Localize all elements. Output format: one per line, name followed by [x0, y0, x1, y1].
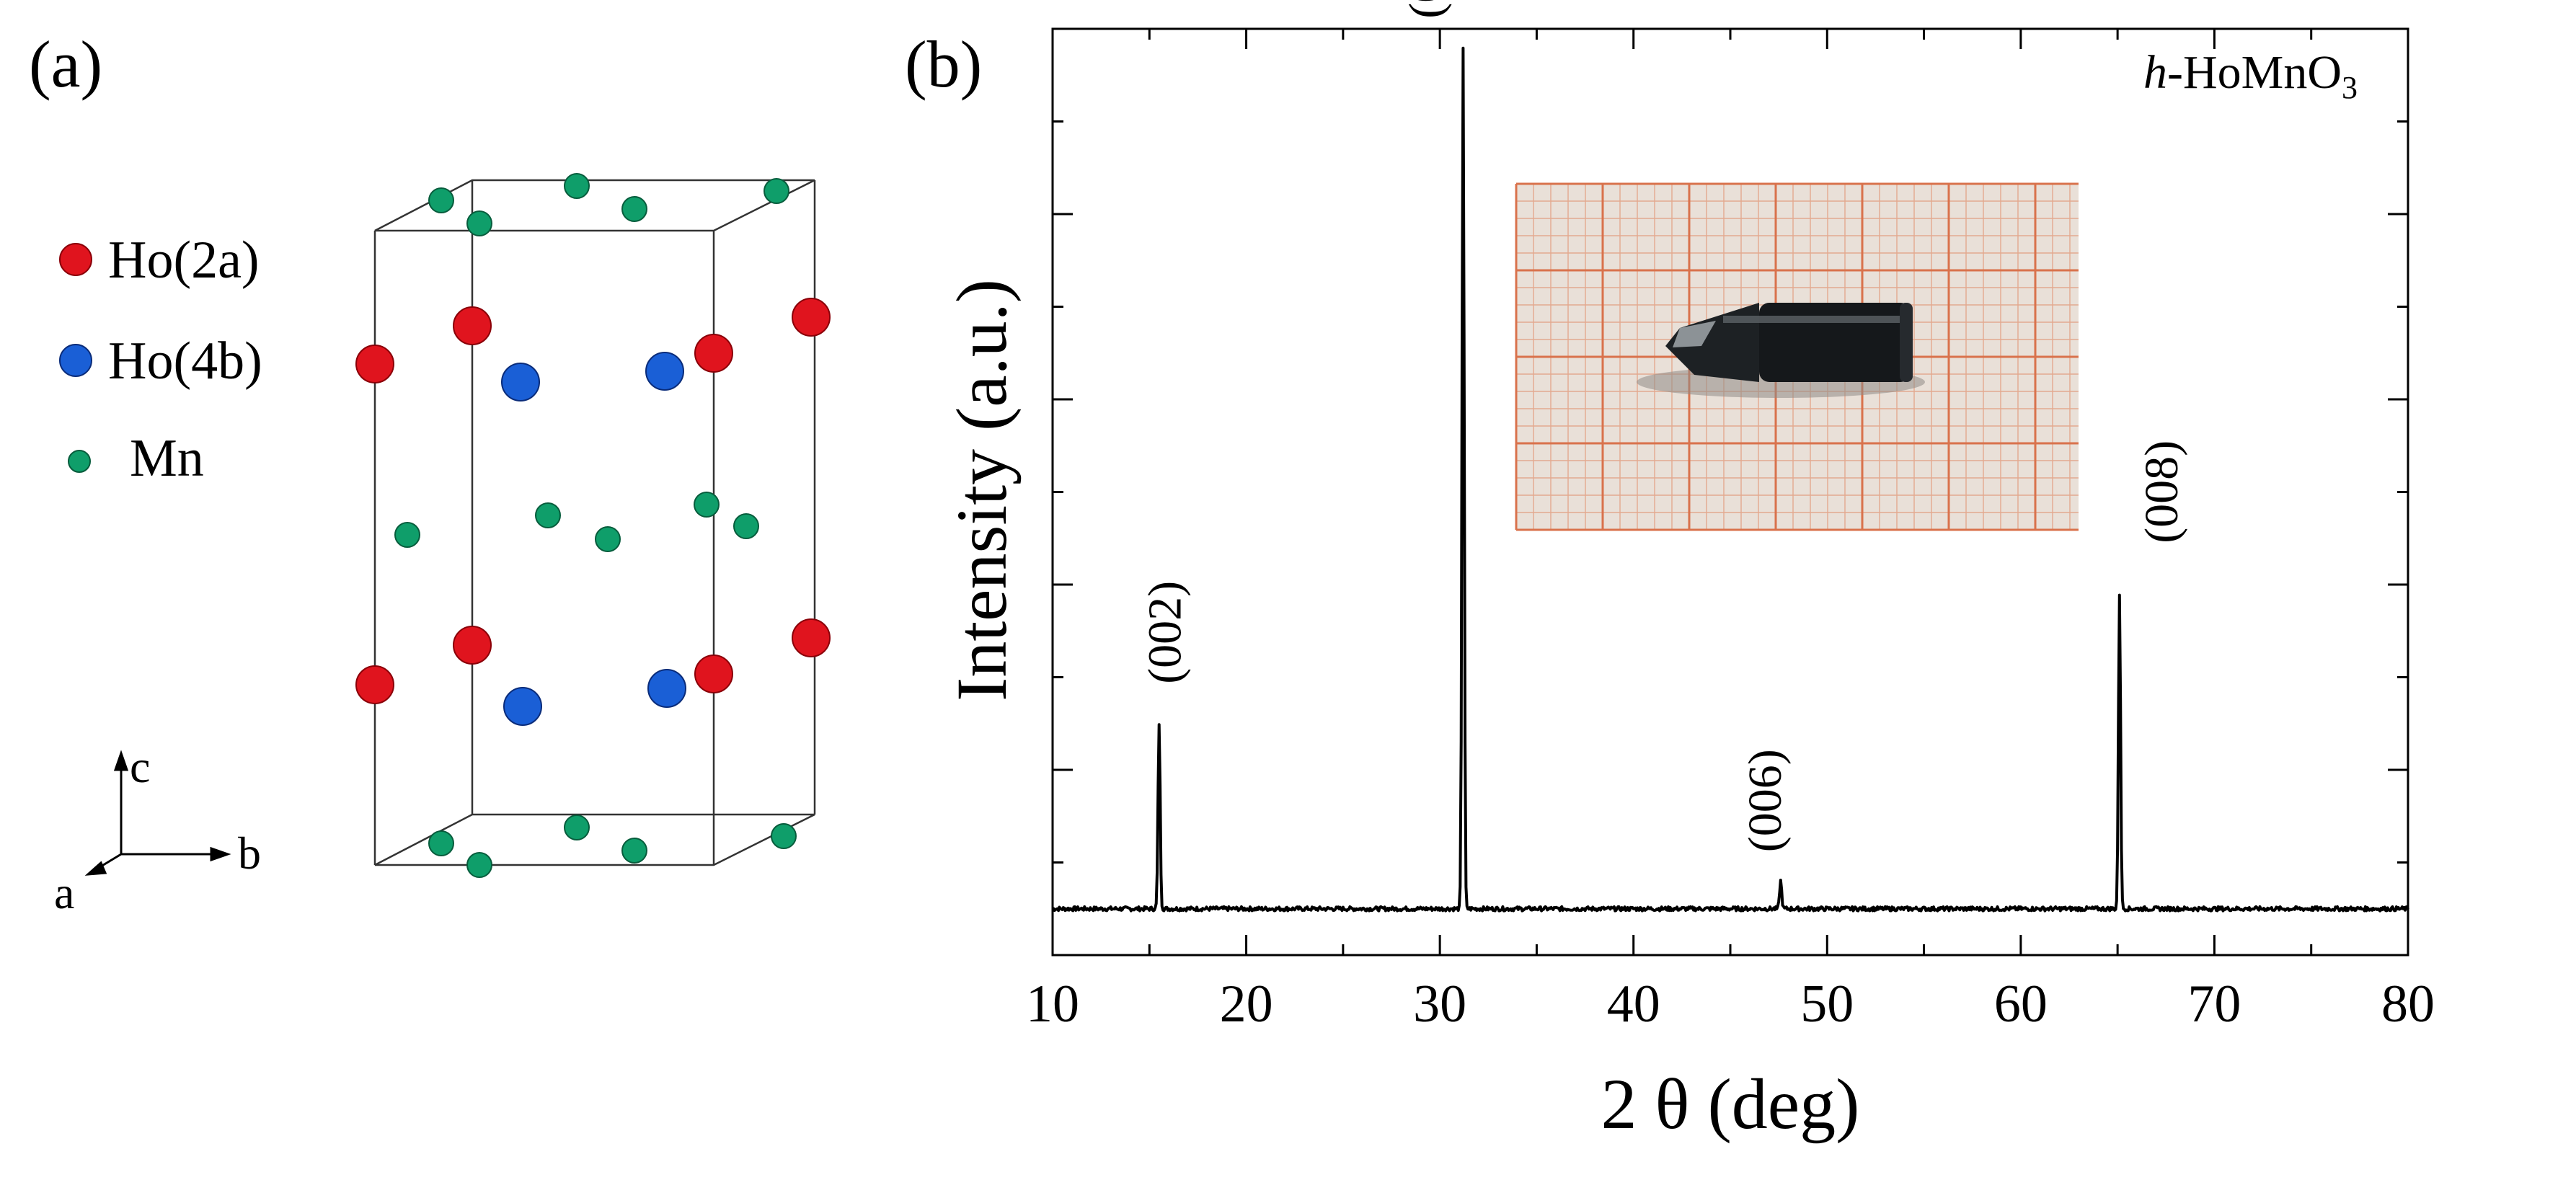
atom-mn [763, 178, 789, 204]
sample-name-prefix: h [2143, 46, 2167, 99]
y-ticks [1053, 27, 2408, 957]
panel-a: (a) Ho(2a) Ho(4b) Mn [29, 27, 831, 918]
crystal-body [1759, 303, 1911, 382]
crystal-rod [1637, 303, 1925, 398]
x-tick-label: 80 [2381, 975, 2435, 1034]
sample-name-subscript: 3 [2342, 70, 2358, 105]
photo-inset [1515, 182, 2079, 531]
atom-ho2a [453, 626, 492, 665]
atom-mn [771, 823, 797, 849]
atom-ho4b [647, 669, 686, 708]
x-tick-label: 70 [2187, 975, 2241, 1034]
atom-mn [428, 830, 454, 856]
x-tick-label: 10 [1026, 975, 1079, 1034]
atom-ho4b [501, 363, 540, 401]
peak-label: (006) [1739, 749, 1792, 852]
panel-b-label: (b) [905, 27, 982, 101]
atom-ho2a [355, 665, 394, 704]
x-tick-labels: 10 20 30 40 50 60 70 80 [1026, 975, 2435, 1034]
crystal-axes [84, 750, 231, 876]
x-tick-label: 20 [1220, 975, 1273, 1034]
atom-ho2a [792, 618, 831, 657]
atom-mn [733, 513, 759, 539]
legend-label-ho2a: Ho(2a) [108, 231, 260, 290]
peak-label: (002) [1139, 581, 1192, 684]
atom-ho4b [645, 352, 684, 391]
series-line-xrd [1052, 46, 2409, 913]
legend-marker-ho4b [59, 344, 92, 377]
atom-ho2a [453, 306, 492, 345]
sample-name-main: -HoMnO [2167, 46, 2342, 99]
atom-mn [621, 196, 647, 222]
x-ticks [1051, 29, 2409, 955]
y-axis-label: Intensity (a.u.) [942, 279, 1022, 701]
x-tick-label: 60 [1994, 975, 2048, 1034]
axis-b-label: b [238, 827, 261, 879]
legend-item-ho4b: Ho(4b) [59, 332, 262, 391]
legend-marker-ho2a [59, 243, 92, 276]
peak-label: (008) [2135, 440, 2188, 543]
atoms [355, 173, 831, 878]
atom-mn [564, 815, 590, 840]
atom-mn [466, 852, 492, 878]
atom-ho2a [694, 334, 733, 373]
atom-mn [595, 526, 621, 552]
legend-label-mn: Mn [130, 429, 204, 488]
chart: 10 20 30 40 50 60 70 80 (002) (004) (006) (008) h-… [942, 0, 2435, 1144]
x-tick-label: 30 [1413, 975, 1466, 1034]
atom-mn [694, 492, 720, 518]
legend-label-ho4b: Ho(4b) [108, 332, 262, 391]
legend-item-mn: Mn [68, 429, 204, 488]
crystal-end-cap [1900, 303, 1913, 382]
atom-ho2a [694, 655, 733, 693]
atom-mn [394, 522, 420, 548]
crystal-highlight [1723, 316, 1903, 323]
x-axis-label: 2 θ (deg) [1601, 1064, 1860, 1144]
atom-mn [564, 173, 590, 199]
axis-b-arrowhead [210, 846, 231, 862]
legend-item-ho2a: Ho(2a) [59, 231, 260, 290]
axis-c-label: c [130, 741, 150, 792]
atom-mn [428, 187, 454, 213]
sample-name: h-HoMnO3 [2143, 46, 2358, 105]
legend: Ho(2a) Ho(4b) Mn [59, 231, 262, 488]
atom-mn [535, 502, 561, 528]
atom-mn [466, 210, 492, 236]
panel-a-label: (a) [29, 27, 102, 101]
x-tick-label: 50 [1800, 975, 1854, 1034]
graph-paper-major-grid [1515, 182, 2079, 531]
atom-ho4b [503, 687, 542, 726]
axis-a-label: a [54, 867, 74, 918]
atom-ho2a [792, 298, 831, 337]
peak-labels: (002) (004) (006) (008) [1139, 0, 2188, 852]
atom-ho2a [355, 345, 394, 383]
atom-mn [621, 838, 647, 864]
axis-a-arrowhead [84, 861, 107, 876]
legend-marker-mn [68, 450, 91, 473]
panel-b: (b) 10 20 30 40 50 60 70 80 [905, 0, 2435, 1144]
x-tick-label: 40 [1607, 975, 1660, 1034]
crystal-tip-highlight [1673, 321, 1716, 347]
axis-c-arrowhead [113, 750, 129, 771]
peak-label: (004) [1399, 0, 1452, 19]
